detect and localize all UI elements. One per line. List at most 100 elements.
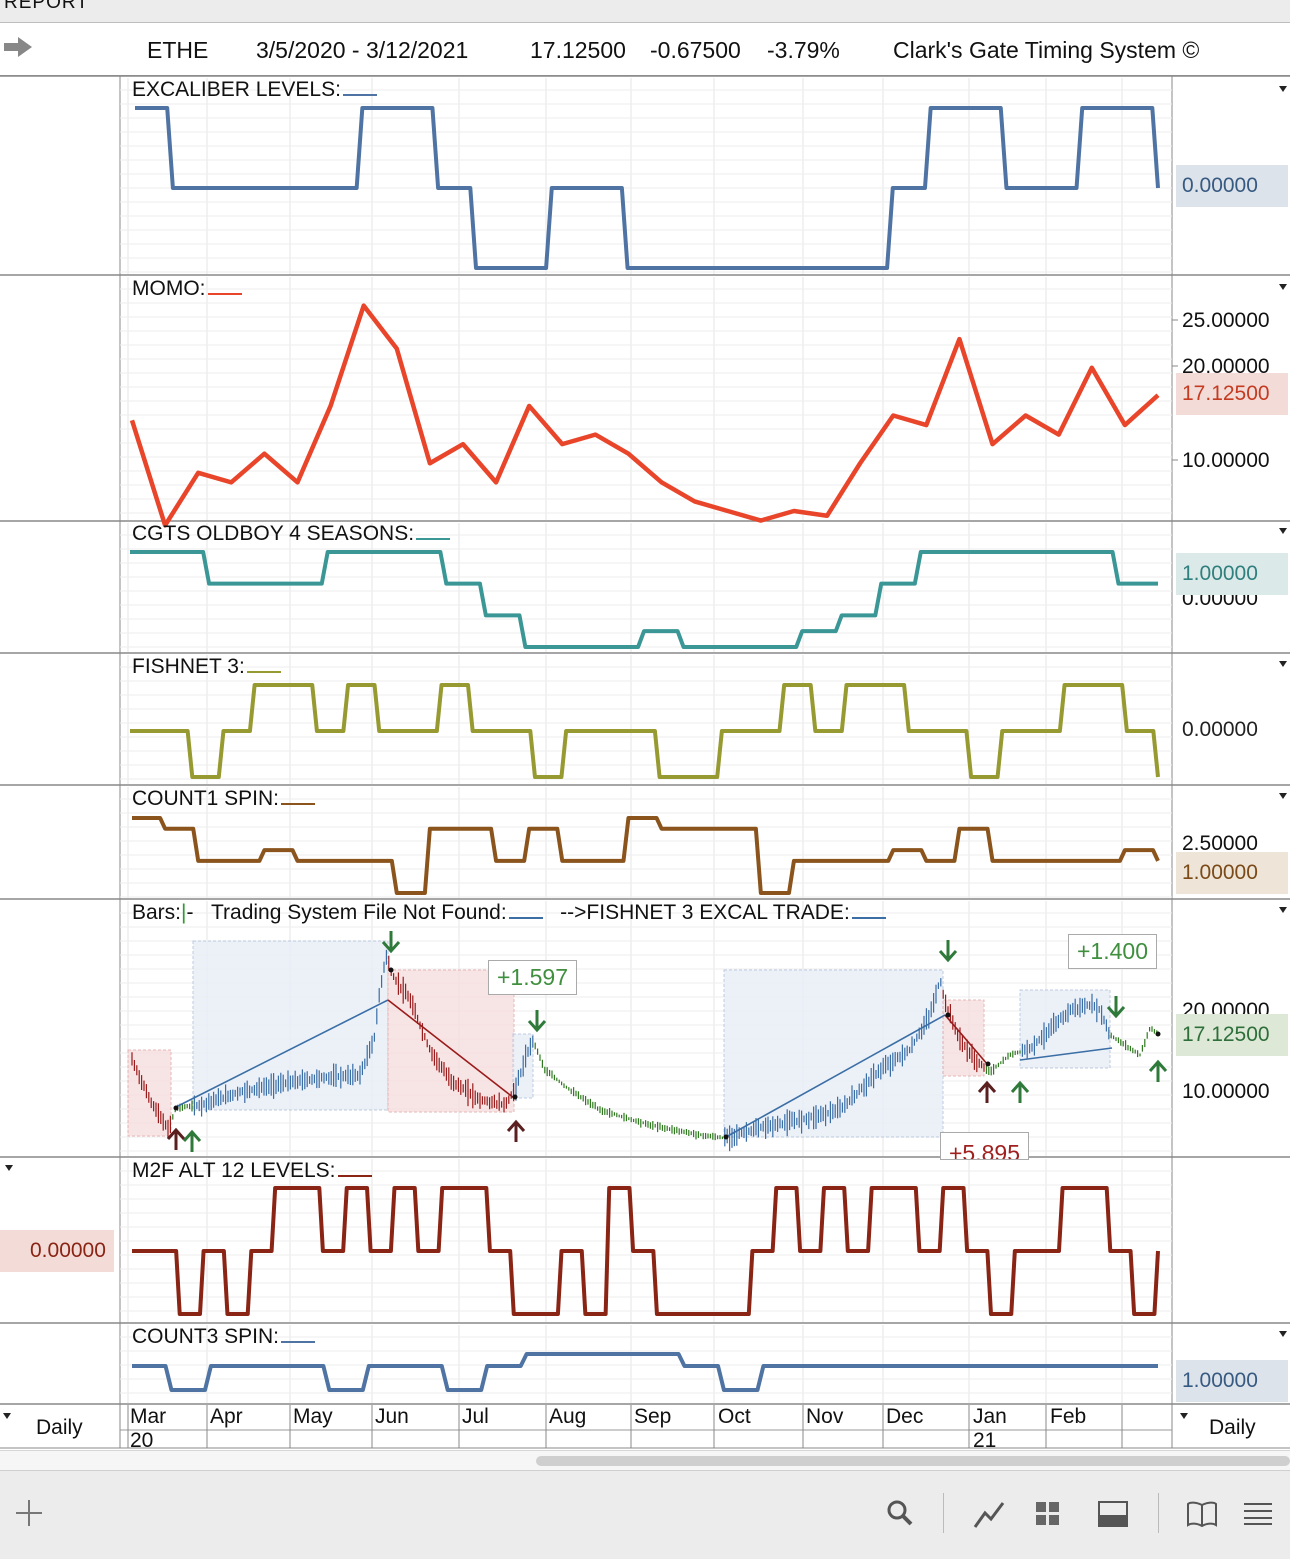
trade-trend-line	[1019, 1047, 1113, 1061]
arrow-right-icon[interactable]	[4, 37, 32, 57]
m2f-value-badge: 0.00000	[0, 1230, 114, 1272]
month-label: Jun	[375, 1405, 409, 1428]
menu-icon[interactable]	[1243, 1501, 1273, 1525]
bars-title: Bars:|- Trading System File Not Found: -…	[132, 901, 886, 925]
momo-tick-20: 20.00000	[1182, 355, 1270, 378]
bottom-toolbar	[0, 1470, 1290, 1559]
excal-line	[135, 106, 1160, 270]
month-label: Sep	[634, 1405, 672, 1428]
month-label: Apr	[210, 1405, 243, 1428]
month-label: Oct	[718, 1405, 751, 1428]
pane-menu-icon[interactable]	[1279, 793, 1287, 799]
momo-tick-10: 10.00000	[1182, 449, 1270, 472]
pane-menu-icon[interactable]	[1279, 86, 1287, 92]
trade-label-3: +5.895	[940, 1132, 1029, 1160]
excal-title: EXCALIBER LEVELS:	[132, 78, 377, 102]
trade-trend-line	[944, 1014, 989, 1066]
date-range: 3/5/2020 - 3/12/2021	[256, 37, 469, 63]
bars-tick-10: 10.00000	[1182, 1080, 1270, 1103]
oldboy-line	[130, 550, 1158, 649]
month-label: Mar	[130, 1405, 167, 1428]
m2f-line	[132, 1186, 1160, 1316]
trade-trend-line	[387, 999, 515, 1099]
panel-icon[interactable]	[1098, 1501, 1128, 1527]
trade-trend-line	[725, 1014, 946, 1138]
horizontal-scrollbar[interactable]	[536, 1456, 1290, 1466]
trade-trend-line	[173, 999, 389, 1109]
momo-tick-25: 25.00000	[1182, 309, 1270, 332]
trade-dot	[985, 1061, 991, 1067]
search-icon[interactable]	[886, 1499, 914, 1527]
sell-arrow-icon	[1106, 996, 1126, 1019]
fishnet-line	[130, 683, 1160, 779]
symbol: ETHE	[147, 37, 209, 63]
window-title: REPORT	[4, 0, 89, 13]
price-change-pct: -3.79%	[767, 37, 840, 63]
line-chart-icon[interactable]	[973, 1499, 1005, 1529]
count3-value-badge: 1.00000	[1176, 1360, 1288, 1402]
buy-arrow-icon	[506, 1119, 526, 1142]
year-label: 20	[130, 1429, 154, 1452]
month-label: Feb	[1050, 1405, 1087, 1428]
count3-title: COUNT3 SPIN:	[132, 1325, 316, 1349]
last-price: 17.12500	[530, 37, 626, 63]
pane-menu-icon[interactable]	[1279, 528, 1287, 534]
excal-value-badge: 0.00000	[1176, 165, 1288, 207]
sell-arrow-icon	[938, 940, 958, 963]
month-label: Jan	[973, 1405, 1007, 1428]
month-label: Jul	[462, 1405, 489, 1428]
year-label: 21	[973, 1429, 997, 1452]
month-label: May	[293, 1405, 333, 1428]
pane-menu-icon[interactable]	[5, 1165, 13, 1171]
month-label: Aug	[549, 1405, 587, 1428]
trade-box	[127, 1049, 172, 1137]
trade-box	[942, 999, 985, 1077]
buy-arrow-icon	[182, 1129, 202, 1152]
momo-line	[129, 303, 1160, 528]
toolbar-divider	[943, 1493, 944, 1533]
system-name: Clark's Gate Timing System ©	[893, 37, 1200, 63]
period-left[interactable]: Daily	[36, 1416, 83, 1439]
trade-dot	[723, 1134, 729, 1140]
buy-arrow-icon	[166, 1127, 186, 1150]
count3-line	[132, 1352, 1158, 1392]
pane-menu-icon[interactable]	[1279, 284, 1287, 290]
fishnet-value-badge: 0.00000	[1176, 709, 1288, 751]
count1-tick-2-5: 2.50000	[1182, 832, 1258, 855]
period-menu-icon[interactable]	[1180, 1413, 1188, 1419]
bars-value-badge: 17.12500	[1176, 1014, 1288, 1056]
add-icon[interactable]	[14, 1498, 44, 1528]
month-label: Nov	[806, 1405, 844, 1428]
sell-arrow-icon	[527, 1010, 547, 1033]
trade-dot	[512, 1094, 518, 1100]
toolbar-divider	[1158, 1493, 1159, 1533]
trade-dot	[388, 967, 394, 973]
momo-value-badge: 17.12500	[1176, 373, 1288, 415]
buy-arrow-icon	[977, 1080, 997, 1103]
grid-icon[interactable]	[1035, 1501, 1061, 1527]
count1-value-badge: 1.00000	[1176, 852, 1288, 894]
momo-title: MOMO:	[132, 277, 242, 301]
fishnet-title: FISHNET 3:	[132, 655, 281, 679]
book-icon[interactable]	[1186, 1501, 1218, 1527]
oldboy-value-badge: 1.00000	[1176, 553, 1288, 595]
period-menu-icon[interactable]	[3, 1413, 11, 1419]
trade-label-1: +1.597	[488, 960, 577, 995]
trade-box	[723, 969, 944, 1138]
month-label: Dec	[886, 1405, 924, 1428]
trade-label-2: +1.400	[1068, 934, 1157, 969]
buy-arrow-icon	[1010, 1080, 1030, 1103]
period-right[interactable]: Daily	[1209, 1416, 1256, 1439]
pane-menu-icon[interactable]	[1279, 1331, 1287, 1337]
trade-dot	[1155, 1031, 1161, 1037]
trade-dot	[173, 1105, 179, 1111]
count1-title: COUNT1 SPIN:	[132, 787, 316, 811]
oldboy-title: CGTS OLDBOY 4 SEASONS:	[132, 522, 451, 546]
chart-header: ETHE 3/5/2020 - 3/12/2021 17.12500 -0.67…	[0, 23, 1290, 76]
sell-arrow-icon	[381, 931, 401, 954]
pane-menu-icon[interactable]	[1279, 907, 1287, 913]
price-change: -0.67500	[650, 37, 741, 63]
count1-line	[132, 816, 1160, 895]
pane-menu-icon[interactable]	[1279, 661, 1287, 667]
